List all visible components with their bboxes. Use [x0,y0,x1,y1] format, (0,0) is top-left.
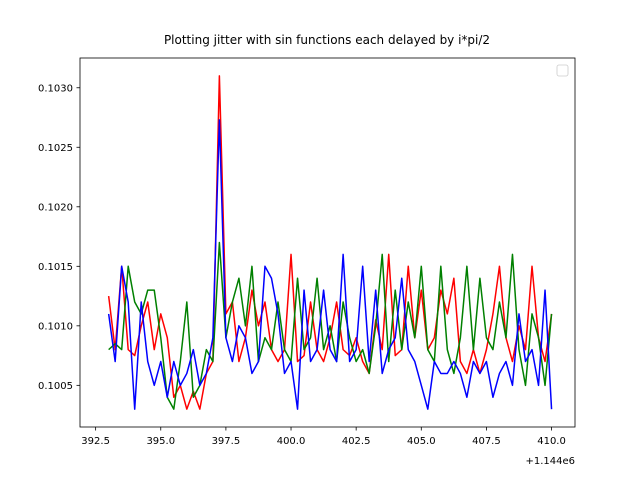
legend-box [556,64,569,77]
series-line [108,241,553,410]
y-tick-label: 0.1030 [38,83,73,94]
y-tick-label: 0.1015 [38,262,73,273]
x-tick-label: 395.0 [146,436,175,447]
y-tick-label: 0.1005 [38,381,73,392]
plot-frame [79,57,576,428]
x-tick-label: 397.5 [212,436,241,447]
series-line [107,119,553,410]
x-tick-label: 392.5 [81,436,110,447]
series-line [107,75,553,410]
x-tick-label: 402.5 [342,436,371,447]
x-tick-label: 400.0 [277,436,306,447]
x-offset-label: +1.144e6 [525,456,575,467]
chart-title: Plotting jitter with sin functions each … [164,33,490,47]
x-tick-label: 405.0 [407,436,436,447]
y-tick-label: 0.1010 [38,321,73,332]
y-tick-label: 0.1020 [38,202,73,213]
x-tick-label: 410.0 [537,436,566,447]
x-tick-label: 407.5 [472,436,501,447]
y-tick-label: 0.1025 [38,143,73,154]
